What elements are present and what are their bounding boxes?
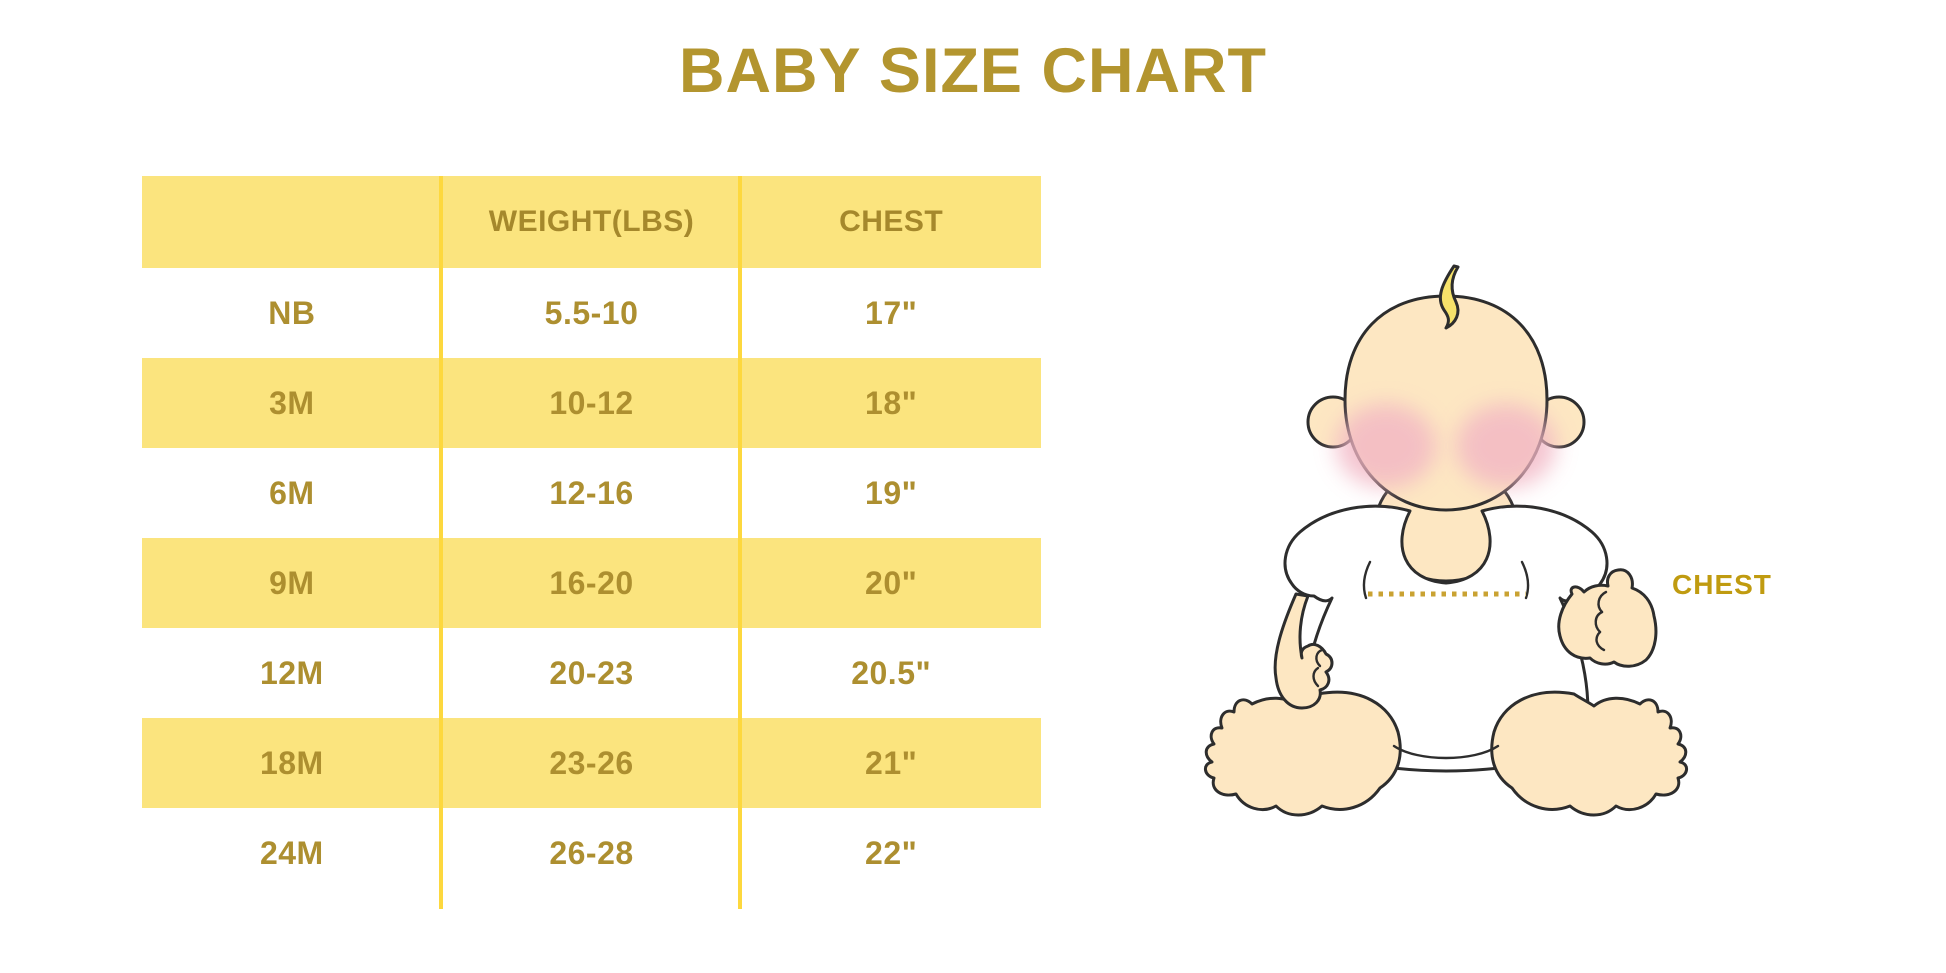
chest-cell: 20.5" (851, 654, 932, 691)
page-title: BABY SIZE CHART (679, 36, 1267, 106)
weight-cell: 20-23 (549, 654, 634, 691)
size-cell: 12M (259, 654, 324, 691)
column-divider (738, 176, 742, 909)
weight-cell: 5.5-10 (544, 294, 639, 331)
table-header-row: WEIGHT(LBS) CHEST (142, 176, 1041, 268)
baby-right-arm (1557, 568, 1658, 668)
header-chest-cell: CHEST (839, 205, 944, 238)
baby-left-arm (1273, 592, 1334, 710)
baby-hair-tuft (1438, 264, 1460, 330)
weight-cell: 26-28 (549, 834, 634, 871)
column-divider (439, 176, 443, 909)
table-row: 12M 20-23 20.5" (142, 628, 1041, 718)
baby-illustration: CHEST (1170, 250, 1790, 820)
weight-cell: 12-16 (549, 474, 634, 511)
onesie-crotch-line (1392, 744, 1500, 760)
table-row: NB 5.5-10 17" (142, 268, 1041, 358)
table-row: 6M 12-16 19" (142, 448, 1041, 538)
header-weight-cell: WEIGHT(LBS) (488, 205, 695, 238)
baby-right-cheek (1456, 404, 1556, 488)
sleeve-crease (1362, 560, 1372, 600)
baby-left-cheek (1336, 404, 1436, 488)
chest-cell: 18" (865, 384, 918, 421)
weight-cell: 10-12 (549, 384, 634, 421)
size-cell: 9M (269, 564, 315, 601)
chest-label: CHEST (1672, 569, 1772, 600)
sleeve-crease (1520, 560, 1530, 600)
fist-knuckle-line (1597, 590, 1608, 614)
sitting-baby-icon: CHEST (1204, 264, 1772, 817)
size-cell: NB (268, 294, 316, 331)
weight-cell: 23-26 (549, 744, 634, 781)
table-row: 3M 10-12 18" (142, 358, 1041, 448)
table-row: 24M 26-28 22" (142, 808, 1041, 898)
chest-cell: 20" (865, 564, 918, 601)
size-cell: 24M (259, 834, 324, 871)
chest-cell: 17" (865, 294, 918, 331)
baby-size-table: WEIGHT(LBS) CHEST NB 5.5-10 17" 3M 10-12… (142, 176, 1041, 909)
table-row: 18M 23-26 21" (142, 718, 1041, 808)
left-hand-finger-line (1315, 648, 1324, 668)
chest-cell: 22" (865, 834, 918, 871)
chest-cell: 19" (865, 474, 918, 511)
left-hand-finger-line (1312, 666, 1320, 688)
weight-cell: 16-20 (549, 564, 634, 601)
size-cell: 6M (269, 474, 315, 511)
baby-right-leg (1490, 690, 1688, 817)
fist-knuckle-line (1594, 610, 1604, 634)
size-cell: 3M (269, 384, 315, 421)
baby-left-leg (1204, 690, 1402, 817)
size-cell: 18M (259, 744, 324, 781)
chest-cell: 21" (865, 744, 918, 781)
fist-knuckle-line (1595, 630, 1606, 652)
table-row: 9M 16-20 20" (142, 538, 1041, 628)
